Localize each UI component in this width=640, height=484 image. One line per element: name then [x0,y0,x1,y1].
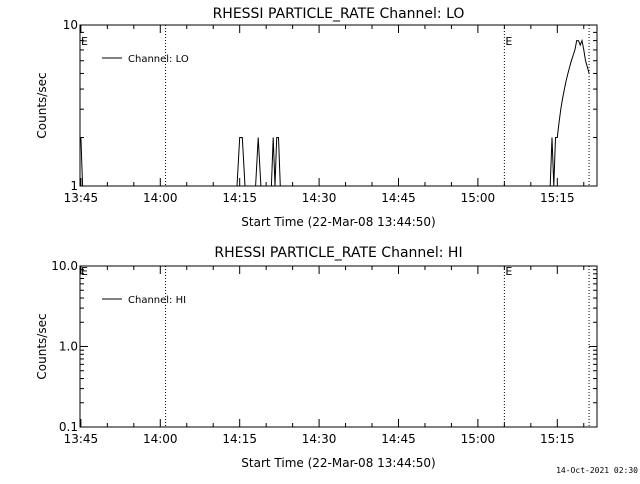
plot-frame [79,265,598,428]
y-tick-label: 0.1 [59,420,78,434]
y-tick-label: 10.0 [51,259,78,273]
chart-title: RHESSI PARTICLE_RATE Channel: HI [214,245,462,261]
x-axis-label: Start Time (22-Mar-08 13:44:50) [241,215,435,229]
y-axis-label: Counts/sec [35,72,49,138]
x-tick-label: 14:45 [381,432,416,446]
x-tick-label: 14:15 [222,432,257,446]
x-tick-label: 15:15 [540,432,575,446]
x-tick-label: 13:45 [64,432,99,446]
series-line [80,38,590,187]
event-label: E [505,35,512,48]
y-tick-label: 1 [70,179,78,193]
x-tick-label: 14:15 [222,191,257,205]
plot-panel-2: RHESSI PARTICLE_RATE Channel: HI Counts/s… [35,245,598,470]
chart-title: RHESSI PARTICLE_RATE Channel: LO [213,6,465,22]
x-tick-label: 15:00 [461,191,496,205]
plot-panel-1: RHESSI PARTICLE_RATE Channel: LO Counts/s… [35,6,598,229]
x-tick-label: 15:00 [461,432,496,446]
x-tick-label: 15:15 [540,191,575,205]
event-label: E [81,35,88,48]
event-label: E [81,265,88,278]
legend-label: Channel: HI [128,295,186,306]
y-axis-label: Counts/sec [35,313,49,379]
x-tick-label: 13:45 [64,191,99,205]
x-tick-label: 14:00 [143,432,178,446]
x-tick-label: 14:30 [302,191,337,205]
y-tick-label: 10 [63,18,78,32]
x-tick-label: 14:00 [143,191,178,205]
x-tick-label: 14:30 [302,432,337,446]
x-axis-label: Start Time (22-Mar-08 13:44:50) [241,456,435,470]
x-tick-label: 14:45 [381,191,416,205]
event-label: E [505,265,512,278]
y-tick-label: 1.0 [59,340,78,354]
footer-timestamp: 14-Oct-2021 02:30 [556,466,638,475]
plot-frame [79,24,598,187]
legend-label: Channel: LO [128,54,189,65]
